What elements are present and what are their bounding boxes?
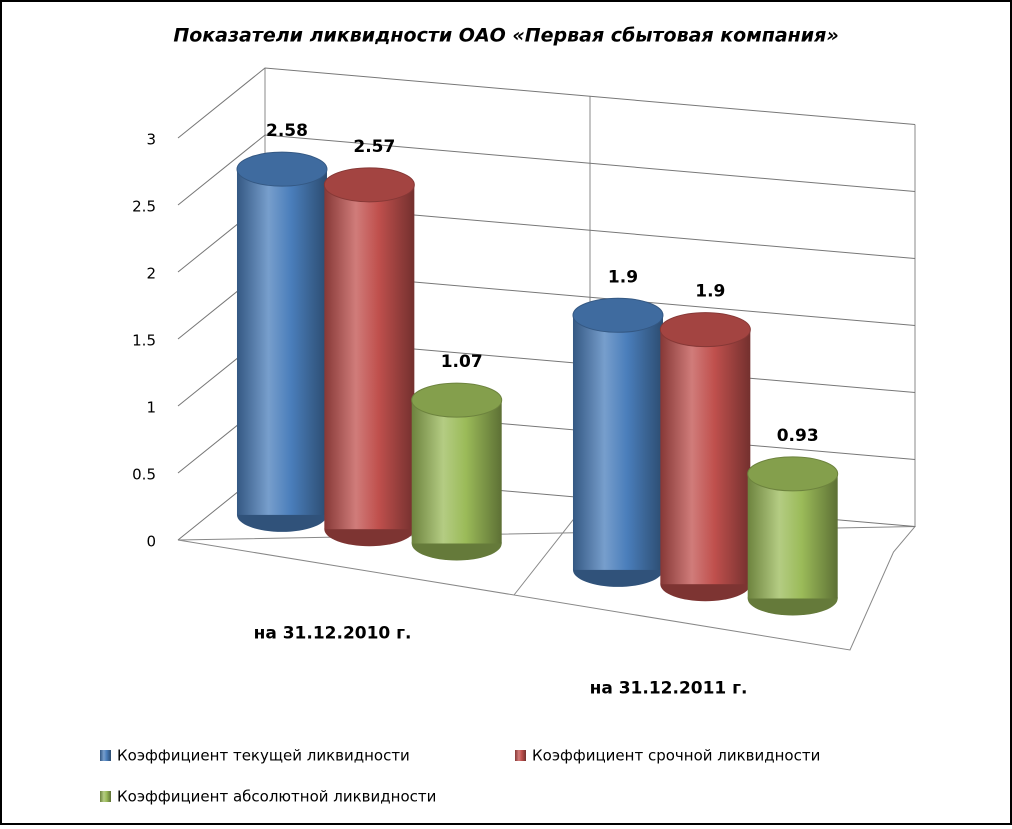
bar [572, 315, 663, 570]
bar [411, 400, 502, 544]
legend-swatch [100, 750, 111, 761]
bar-top [411, 382, 503, 418]
bar-top [236, 151, 328, 187]
legend-label: Коэффициент текущей ликвидности [117, 747, 410, 765]
x-tick-label: на 31.12.2010 г. [254, 623, 412, 643]
y-tick-label: 2.5 [132, 198, 156, 216]
chart-title: Показатели ликвидности ОАО «Первая сбыто… [173, 25, 838, 47]
bar [324, 184, 415, 530]
bar-top [659, 312, 751, 348]
legend-swatch [100, 791, 111, 802]
y-tick-label: 0 [146, 533, 156, 551]
data-label: 1.9 [695, 282, 725, 302]
legend-label: Коэффициент абсолютной ликвидности [117, 788, 436, 806]
data-label: 1.9 [608, 267, 638, 287]
grid-line [177, 134, 916, 206]
data-label: 0.93 [777, 426, 819, 446]
data-label: 1.07 [441, 352, 483, 372]
y-tick-label: 1.5 [132, 332, 156, 350]
bar-top [323, 167, 415, 203]
data-label: 2.57 [353, 137, 395, 157]
legend-swatch [515, 750, 526, 761]
bar [747, 473, 838, 599]
legend-label: Коэффициент срочной ликвидности [532, 747, 820, 765]
bar [236, 169, 327, 515]
x-tick-label: на 31.12.2011 г. [590, 678, 748, 698]
bar-top [747, 456, 839, 492]
y-tick-label: 0.5 [132, 466, 156, 484]
bar-top [572, 297, 664, 333]
y-tick-label: 1 [146, 399, 156, 417]
bar [660, 329, 751, 585]
data-label: 2.58 [266, 121, 308, 141]
y-tick-label: 3 [146, 131, 156, 149]
y-tick-label: 2 [146, 265, 156, 283]
grid-line [177, 67, 916, 139]
